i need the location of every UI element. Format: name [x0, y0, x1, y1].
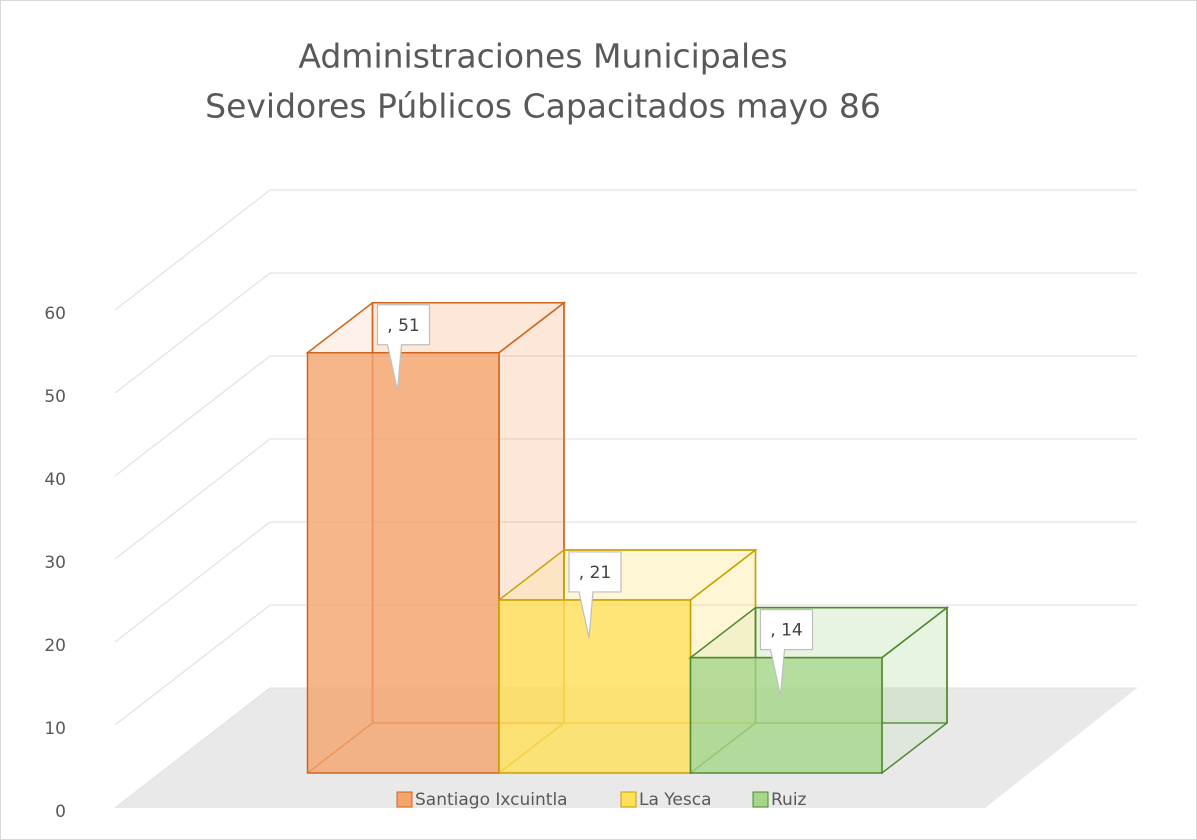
- grid-line: [114, 438, 271, 560]
- grid-line: [114, 189, 271, 311]
- grid-line: [114, 604, 271, 726]
- y-tick-label: 60: [44, 304, 66, 324]
- legend-label: Santiago Ixcuintla: [415, 790, 568, 810]
- legend-swatch: [620, 791, 637, 808]
- data-label-box: [759, 609, 814, 696]
- data-label: , 51: [387, 316, 419, 336]
- y-tick-label: 30: [44, 553, 66, 573]
- legend-label: Ruiz: [771, 790, 807, 810]
- grid-line: [114, 272, 271, 394]
- y-tick-label: 0: [55, 802, 66, 822]
- grid-line: [114, 687, 271, 809]
- y-tick-label: 20: [44, 636, 66, 656]
- data-label-box: [568, 551, 622, 639]
- y-tick-label: 10: [44, 719, 66, 739]
- bar-front: [689, 656, 883, 774]
- data-label: , 21: [579, 563, 611, 583]
- y-tick-label: 50: [44, 387, 66, 407]
- data-label: , 14: [770, 621, 802, 641]
- chart-title: Sevidores Públicos Capacitados mayo 86: [205, 87, 881, 126]
- y-tick-label: 40: [44, 470, 66, 490]
- bar: [688, 606, 950, 775]
- bar-front: [306, 352, 500, 774]
- legend-swatch: [752, 791, 769, 808]
- legend-label: La Yesca: [639, 790, 712, 810]
- grid-line: [114, 355, 271, 477]
- bar-front: [498, 599, 692, 774]
- chart-title: Administraciones Municipales: [298, 37, 787, 76]
- data-label-box: [376, 304, 431, 391]
- grid-line: [114, 521, 271, 643]
- legend-swatch: [396, 791, 413, 808]
